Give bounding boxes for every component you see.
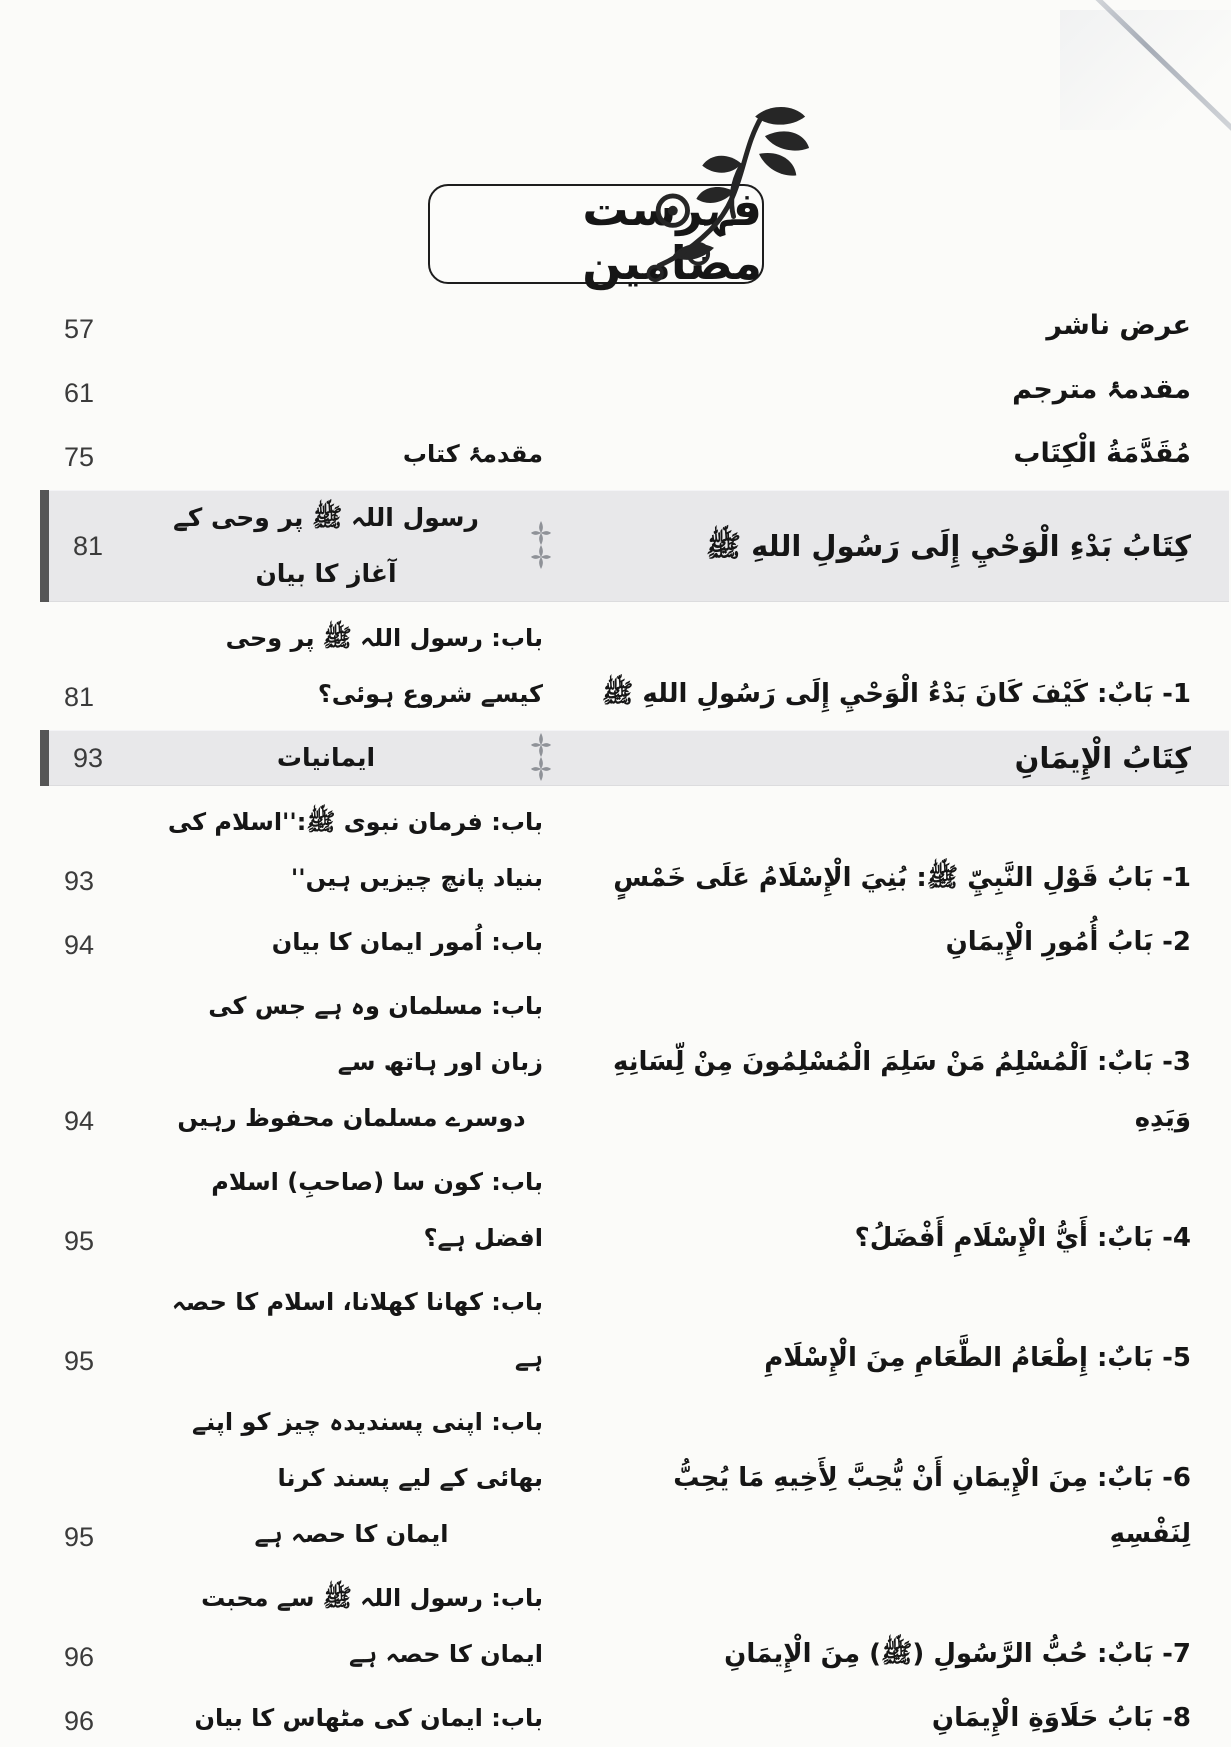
- urdu-line: باب: اُمور ایمان کا بیان: [271, 928, 543, 956]
- kitab-divider-ornament: [501, 520, 581, 572]
- toc-row: 96 باب: رسول اللہ ﷺ سے محبت ایمان کا حصہ …: [40, 1570, 1191, 1682]
- arabic-line: مقدمۂ مترجم: [1012, 374, 1191, 405]
- urdu-line: باب: کھانا کھلانا، اسلام کا حصہ ہے: [171, 1288, 543, 1372]
- urdu-title: باب: اُمور ایمان کا بیان: [160, 914, 561, 970]
- arabic-line: 6- بَابٌ: مِنَ الْإِيمَانِ أَنْ يُّحِبَّ…: [673, 1463, 1191, 1493]
- arabic-title: 8- بَابُ حَلَاوَةِ الْإِيمَانِ: [571, 1690, 1191, 1746]
- urdu-line-2: ایمان کا حصہ ہے: [254, 1520, 449, 1548]
- arabic-title: كِتَابُ الْإِيمَانِ: [591, 730, 1191, 786]
- arabic-title: مُقَدَّمَةُ الْكِتَاب: [571, 426, 1191, 482]
- toc-row: 61 مقدمۂ مترجم: [40, 362, 1191, 418]
- urdu-title: مقدمۂ کتاب: [160, 426, 561, 482]
- arabic-line-2: لِنَفْسِهِ: [1109, 1519, 1191, 1549]
- toc-kitab-row: 93 ایمانیات كِتَابُ الْإِيمَانِ: [40, 730, 1229, 786]
- arabic-line: كِتَابُ الْإِيمَانِ: [1014, 741, 1191, 775]
- arabic-line: 7- بَابٌ: حُبُّ الرَّسُولِ (ﷺ) مِنَ الْإ…: [724, 1639, 1191, 1669]
- double-fleur-icon: [531, 521, 551, 569]
- arabic-title: 1- بَابُ قَوْلِ النَّبِيِّ ﷺ: بُنِيَ الْ…: [571, 850, 1191, 906]
- arabic-line: 5- بَابٌ: إِطْعَامُ الطَّعَامِ مِنَ الْإ…: [764, 1343, 1191, 1373]
- arabic-title: 4- بَابٌ: أَيُّ الْإِسْلَامِ أَفْضَلُ؟: [571, 1210, 1191, 1266]
- arabic-line-2: وَيَدِهِ: [1134, 1103, 1191, 1133]
- page-number: 81: [73, 530, 104, 561]
- toc-row: 94 باب: اُمور ایمان کا بیان 2- بَابُ أُمُو…: [40, 914, 1191, 970]
- page-number: 95: [64, 1226, 95, 1256]
- arabic-line: 8- بَابُ حَلَاوَةِ الْإِيمَانِ: [931, 1703, 1191, 1733]
- double-fleur-icon: [531, 733, 551, 781]
- page-number: 96: [64, 1706, 95, 1736]
- page-number: 96: [64, 1642, 95, 1672]
- page-number: 57: [64, 314, 95, 344]
- toc-row: 96 باب: ایمان کی مٹھاس کا بیان 8- بَابُ حَ…: [40, 1690, 1191, 1746]
- arabic-line: عرض ناشر: [1046, 310, 1191, 341]
- toc-row: 75 مقدمۂ کتاب مُقَدَّمَةُ الْكِتَاب: [40, 426, 1191, 482]
- urdu-title: رسول اللہ ﷺ پر وحی کے آغاز کا بیان: [161, 490, 491, 602]
- arabic-title: 7- بَابٌ: حُبُّ الرَّسُولِ (ﷺ) مِنَ الْإ…: [571, 1626, 1191, 1682]
- arabic-line: مُقَدَّمَةُ الْكِتَاب: [1013, 438, 1191, 469]
- urdu-line: ایمانیات: [276, 743, 376, 772]
- urdu-title: باب: کون سا (صاحبِ) اسلام افضل ہے؟: [160, 1154, 561, 1266]
- page-number: 95: [64, 1522, 95, 1552]
- urdu-title: باب: رسول اللہ ﷺ سے محبت ایمان کا حصہ ہے: [160, 1570, 561, 1682]
- toc-list: 57 عرض ناشر 61 مقدمۂ مترجم 75 مقدمۂ کتاب مُقَد…: [40, 298, 1229, 1747]
- arabic-line: كِتَابُ بَدْءِ الْوَحْيِ إِلَى رَسُولِ ا…: [705, 529, 1191, 563]
- urdu-title: باب: ایمان کی مٹھاس کا بیان: [160, 1690, 561, 1746]
- arabic-title: 6- بَابٌ: مِنَ الْإِيمَانِ أَنْ يُّحِبَّ…: [571, 1450, 1191, 1562]
- urdu-line-2: دوسرے مسلمان محفوظ رہیں: [177, 1104, 526, 1132]
- arabic-title: 3- بَابٌ: اَلْمُسْلِمُ مَنْ سَلِمَ الْمُ…: [571, 1034, 1191, 1146]
- urdu-line: باب: رسول اللہ ﷺ سے محبت ایمان کا حصہ ہے: [201, 1584, 543, 1668]
- urdu-line: باب: کون سا (صاحبِ) اسلام افضل ہے؟: [211, 1168, 543, 1252]
- toc-row: 93 باب: فرمان نبوی ﷺ:''اسلام کی بنیاد پان…: [40, 794, 1191, 906]
- toc-kitab-row: 81 رسول اللہ ﷺ پر وحی کے آغاز کا بیان كِتَ…: [40, 490, 1229, 602]
- arabic-line: 1- بَابُ قَوْلِ النَّبِيِّ ﷺ: بُنِيَ الْ…: [613, 863, 1191, 893]
- urdu-title: باب: مسلمان وہ ہے جس کی زبان اور ہاتھ سے…: [160, 978, 561, 1146]
- arabic-line: 3- بَابٌ: اَلْمُسْلِمُ مَنْ سَلِمَ الْمُ…: [612, 1047, 1191, 1077]
- arabic-line: 2- بَابُ أُمُورِ الْإِيمَانِ: [945, 927, 1191, 957]
- page-number: 75: [64, 442, 95, 472]
- arabic-title: كِتَابُ بَدْءِ الْوَحْيِ إِلَى رَسُولِ ا…: [591, 518, 1191, 574]
- toc-row: 94 باب: مسلمان وہ ہے جس کی زبان اور ہاتھ …: [40, 978, 1191, 1146]
- urdu-title: باب: فرمان نبوی ﷺ:''اسلام کی بنیاد پانچ …: [160, 794, 561, 906]
- urdu-line: باب: مسلمان وہ ہے جس کی زبان اور ہاتھ سے: [208, 992, 543, 1076]
- floral-ornament-icon: [646, 107, 810, 282]
- urdu-title: باب: کھانا کھلانا، اسلام کا حصہ ہے: [160, 1274, 561, 1386]
- page-number: 61: [64, 378, 95, 408]
- urdu-title: ایمانیات: [161, 730, 491, 786]
- page-number: 93: [73, 742, 104, 773]
- arabic-line: 4- بَابٌ: أَيُّ الْإِسْلَامِ أَفْضَلُ؟: [854, 1223, 1191, 1253]
- urdu-line: رسول اللہ ﷺ پر وحی کے آغاز کا بیان: [173, 503, 479, 588]
- page-number: 94: [64, 930, 95, 960]
- urdu-line: باب: فرمان نبوی ﷺ:''اسلام کی بنیاد پانچ …: [167, 808, 543, 892]
- urdu-line: باب: اپنی پسندیدہ چیز کو اپنے بھائی کے ل…: [192, 1408, 543, 1492]
- toc-row: 95 باب: کھانا کھلانا، اسلام کا حصہ ہے 5- ب…: [40, 1274, 1191, 1386]
- arabic-title: 5- بَابٌ: إِطْعَامُ الطَّعَامِ مِنَ الْإ…: [571, 1330, 1191, 1386]
- toc-row: 95 باب: کون سا (صاحبِ) اسلام افضل ہے؟ 4- ب…: [40, 1154, 1191, 1266]
- page-number: 94: [64, 1106, 95, 1136]
- kitab-divider-ornament: [501, 732, 581, 784]
- page-curl-shading: [1060, 10, 1231, 130]
- arabic-title: مقدمۂ مترجم: [571, 362, 1191, 418]
- toc-row: 57 عرض ناشر: [40, 298, 1191, 354]
- arabic-line: 1- بَابٌ: كَيْفَ كَانَ بَدْءُ الْوَحْيِ …: [601, 679, 1191, 709]
- urdu-line: باب: ایمان کی مٹھاس کا بیان: [194, 1704, 543, 1732]
- arabic-title: عرض ناشر: [571, 298, 1191, 354]
- urdu-title: باب: اپنی پسندیدہ چیز کو اپنے بھائی کے ل…: [160, 1394, 561, 1562]
- urdu-title: باب: رسول اللہ ﷺ پر وحی کیسے شروع ہوئی؟: [160, 610, 561, 722]
- page-number: 95: [64, 1346, 95, 1376]
- arabic-title: 1- بَابٌ: كَيْفَ كَانَ بَدْءُ الْوَحْيِ …: [571, 666, 1191, 722]
- arabic-title: 2- بَابُ أُمُورِ الْإِيمَانِ: [571, 914, 1191, 970]
- page-number: 93: [64, 866, 95, 896]
- urdu-line: مقدمۂ کتاب: [402, 440, 543, 468]
- page-number: 81: [64, 682, 95, 712]
- toc-row: 95 باب: اپنی پسندیدہ چیز کو اپنے بھائی کے…: [40, 1394, 1191, 1562]
- urdu-line: باب: رسول اللہ ﷺ پر وحی کیسے شروع ہوئی؟: [225, 624, 543, 708]
- toc-row: 81 باب: رسول اللہ ﷺ پر وحی کیسے شروع ہوئی…: [40, 610, 1191, 722]
